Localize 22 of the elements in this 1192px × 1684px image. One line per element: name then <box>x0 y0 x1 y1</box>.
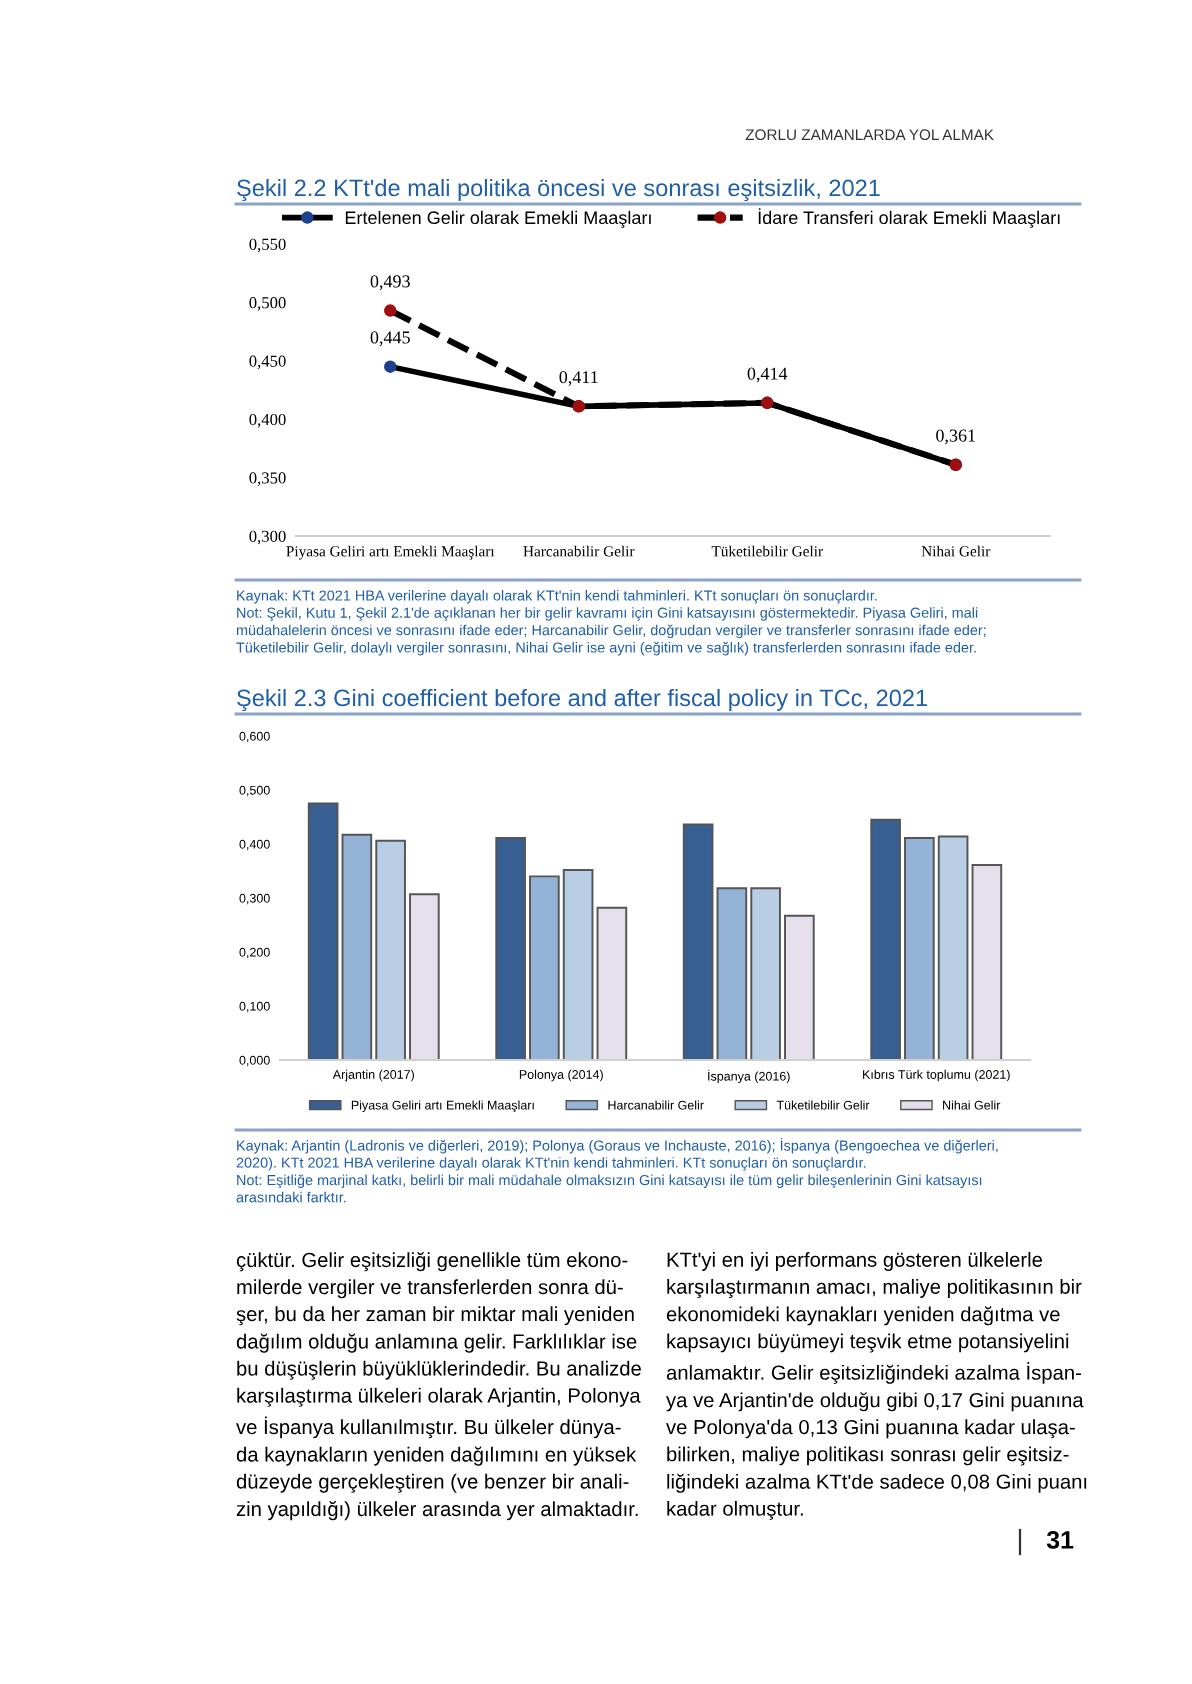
chart-title: Şekil 2.3 Gini coefficient before and after fiscal policy in TCc, 2021 <box>237 688 927 712</box>
legend-label: İdare Transferi olarak Emekli Maaşları <box>758 208 1060 228</box>
data-label: 0,411 <box>559 371 598 386</box>
y-tick-label: 0,400 <box>249 413 286 428</box>
bar <box>682 823 714 1060</box>
y-tick-label: 0,450 <box>249 355 286 370</box>
data-label: 0,493 <box>370 275 410 291</box>
y-tick-label: 0,500 <box>249 297 286 311</box>
data-label: 0,414 <box>747 367 788 383</box>
text: çüktür. Gelir eşitsizliği genellikle tüm ekono- milerde vergiler ve transferlerden sonra dü- şer, bu da her zaman bir miktar mali yeniden dağılım olduğu anlamına gelir. Farklılıklar ise bu düşüşlerin büyüklüklerindedir. Bu analizde karşılaştırma ülkeleri olarak Arjantin, Polonya ve İspanya kullanılmıştır. Bu ülkeler dünya- da kaynakların yeniden dağılımını en yüksek düzeyde gerçekleştiren (ve benzer bir anali- zin yapıldığı) ülkeler arasında yer almaktadır. <box>236 1252 641 1521</box>
data-label: 0,445 <box>370 331 410 347</box>
chart-title: Şekil 2.2 KTt'de mali politika öncesi ve sonrası eşitsizlik, 2021 <box>237 178 880 202</box>
text: 31 <box>1046 1531 1074 1549</box>
bar <box>971 864 1003 1060</box>
legend-label: Ertelenen Gelir olarak Emekli Maaşları <box>345 210 651 228</box>
y-tick-label: 0,550 <box>249 238 286 253</box>
text: KTt'yi en iyi performans gösteren ülkelerle karşılaştırmanın amacı, maliye politikasının bir ekonomideki kaynakları yeniden dağıtma ve kapsayıcı büyümeyi teşvik etme potansiyelini anlamaktır. Gelir eşitsizliğindeki azalma İspan- ya ve Arjantin'de olduğu gibi 0,17 Gini puanına ve Polonya'da 0,13 Gini puanına kadar ulaşa- bilirken, maliye politikası sonrası gelir eşitsiz- liğindeki azalma KTt'de sadece 0,08 Gini puanı kadar olmuştur. <box>666 1252 1087 1520</box>
y-tick-label: 0,350 <box>249 472 286 486</box>
data-label: 0,361 <box>936 429 975 445</box>
bar <box>307 802 339 1060</box>
bar <box>596 906 628 1060</box>
y-tick-label: 0,300 <box>249 530 286 545</box>
